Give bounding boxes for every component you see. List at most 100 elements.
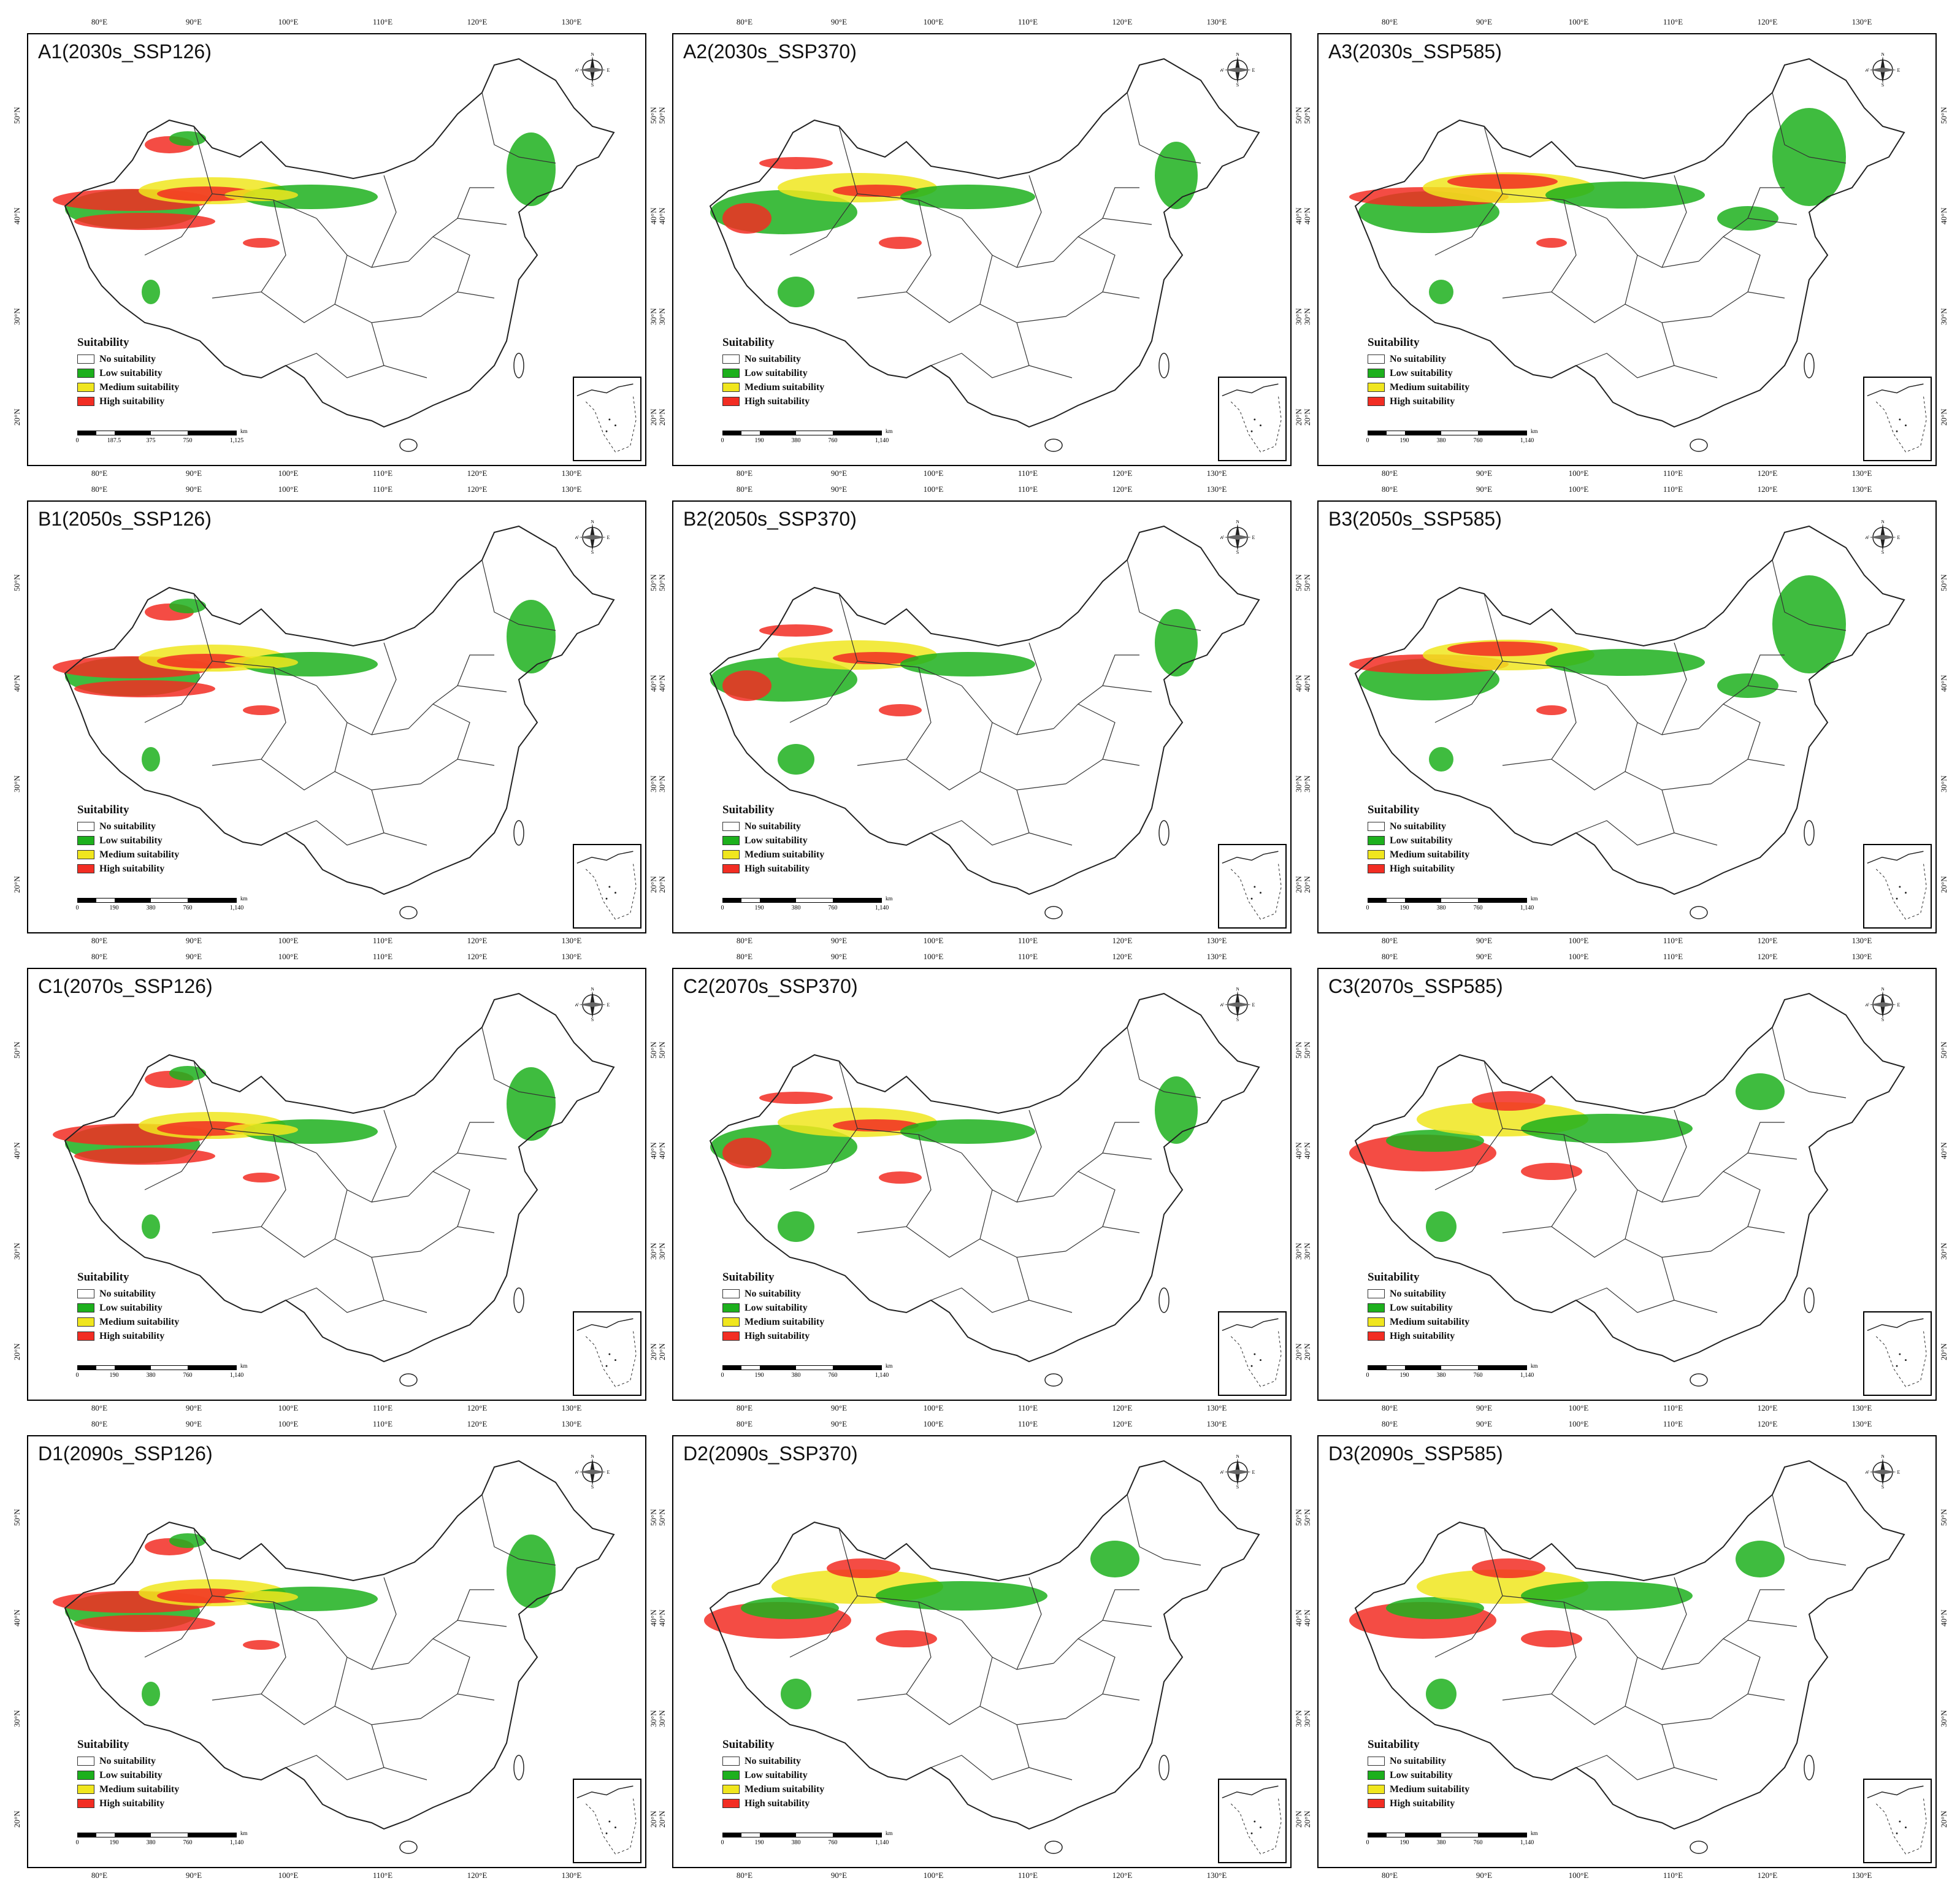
province-boundary	[1698, 685, 1797, 729]
lon-label: 80°E	[91, 952, 108, 961]
scale-bar: 0 190 380 760 1,140 km	[1366, 1363, 1576, 1384]
compass-w-label: W	[1866, 1002, 1869, 1008]
province-boundary	[1434, 126, 1503, 256]
legend-label: No suitability	[745, 353, 802, 364]
legend-swatch	[1368, 354, 1385, 364]
compass-e-label: E	[1252, 1002, 1255, 1008]
north-arrow-icon: N S E W	[575, 520, 610, 554]
lon-label: 80°E	[91, 936, 108, 945]
south-china-sea-inset	[1218, 1311, 1287, 1396]
lon-label: 120°E	[1112, 1403, 1133, 1412]
legend-label: No suitability	[1390, 821, 1447, 832]
legend: Suitability No suitability Low suitability…	[722, 336, 824, 408]
legend-item: No suitability	[722, 352, 824, 366]
province-boundary	[1016, 175, 1042, 268]
province-boundary	[1625, 1657, 1712, 1725]
scale-tick-label: 760	[1473, 1839, 1483, 1846]
scale-tick-label: 0	[75, 1372, 79, 1379]
province-boundary	[144, 1060, 213, 1190]
province-boundary	[1661, 1724, 1718, 1780]
high-suitability-area	[74, 1148, 215, 1165]
lon-label: 120°E	[1112, 1871, 1133, 1880]
lon-label: 100°E	[923, 1403, 944, 1412]
lon-labels-top: 80°E 90°E 100°E 110°E 120°E 130°E	[672, 1417, 1292, 1435]
legend-item: Medium suitability	[1368, 848, 1469, 862]
lon-label: 110°E	[1663, 17, 1683, 26]
low-suitability-area	[1155, 142, 1198, 209]
scale-tick-label: 380	[791, 437, 801, 444]
legend-swatch	[77, 383, 94, 392]
high-suitability-area	[722, 670, 771, 701]
scale-tick-label: 190	[109, 1372, 119, 1379]
province-boundary	[1606, 1152, 1699, 1203]
legend-title: Suitability	[77, 803, 129, 816]
compass-s-label: S	[591, 550, 594, 554]
lon-label: 90°E	[185, 485, 202, 494]
hainan-island	[1044, 906, 1063, 919]
lon-label: 100°E	[1568, 1403, 1589, 1412]
legend-label: Low suitability	[1390, 1769, 1453, 1780]
compass-s-label: S	[591, 82, 594, 87]
province-boundary	[432, 236, 470, 293]
province-boundary	[1434, 1528, 1503, 1658]
province-boundary	[285, 1755, 385, 1780]
low-suitability-area	[1545, 182, 1705, 209]
lon-label: 110°E	[372, 1871, 393, 1880]
lon-label: 80°E	[736, 485, 753, 494]
lon-labels-top: 80°E 90°E 100°E 110°E 120°E 130°E	[27, 1417, 646, 1435]
south-china-sea-inset	[573, 1779, 641, 1863]
lon-label: 130°E	[561, 1871, 582, 1880]
low-suitability-area	[169, 599, 206, 613]
map-panel-C3: C3(2070s_SSP585) N S E W Suitability No suitab…	[1317, 968, 1937, 1401]
legend: Suitability No suitability Low suitability…	[722, 1271, 824, 1343]
legend-label: High suitability	[745, 1798, 810, 1809]
low-suitability-area	[142, 280, 160, 304]
low-suitability-area	[1521, 1581, 1693, 1611]
province-boundary	[1127, 1494, 1201, 1566]
province-boundary	[457, 654, 494, 686]
legend-swatch	[1368, 1799, 1385, 1808]
province-boundary	[1065, 1693, 1140, 1719]
lon-label: 110°E	[372, 1419, 393, 1428]
lon-label: 90°E	[830, 952, 848, 961]
scale-unit: km	[886, 1363, 893, 1369]
legend-title: Suitability	[722, 1738, 775, 1751]
lon-label: 80°E	[736, 936, 753, 945]
compass-w-label: W	[1220, 1469, 1224, 1475]
panel-title: A2(2030s_SSP370)	[683, 40, 857, 63]
compass-s-label: S	[591, 1017, 594, 1022]
legend-item: Low suitability	[1368, 833, 1469, 848]
lon-label: 80°E	[1381, 936, 1398, 945]
legend-label: No suitability	[745, 1755, 802, 1766]
province-boundary	[857, 667, 932, 766]
legend: Suitability No suitability Low suitability…	[722, 803, 824, 876]
scale-tick-label: 1,140	[229, 1839, 244, 1846]
compass-e-label: E	[607, 1469, 610, 1475]
province-boundary	[1102, 1122, 1139, 1154]
lon-label: 80°E	[736, 17, 753, 26]
lon-labels-bottom: 80°E 90°E 100°E 110°E 120°E 130°E	[1317, 469, 1937, 487]
province-boundary	[1016, 1257, 1073, 1313]
province-boundary	[212, 667, 286, 766]
scale-bar: 0 190 380 760 1,140 km	[76, 895, 286, 916]
compass-e-label: E	[1897, 1002, 1900, 1008]
scale-tick-label: 1,140	[229, 905, 244, 911]
province-boundary	[1502, 1134, 1577, 1233]
scale-tick-label: 190	[1399, 905, 1409, 911]
compass-s-label: S	[1236, 550, 1239, 554]
lon-labels-bottom: 80°E 90°E 100°E 110°E 120°E 130°E	[672, 936, 1292, 954]
lon-label: 100°E	[278, 1419, 299, 1428]
legend-item: High suitability	[77, 862, 179, 876]
scale-tick-label: 760	[828, 1839, 838, 1846]
lon-label: 120°E	[467, 17, 488, 26]
province-boundary	[371, 175, 397, 268]
south-china-sea-inset	[573, 377, 641, 461]
lon-labels-bottom: 80°E 90°E 100°E 110°E 120°E 130°E	[1317, 1403, 1937, 1422]
legend-item: No suitability	[77, 352, 179, 366]
scale-unit: km	[1531, 1830, 1538, 1836]
high-suitability-area	[1521, 1163, 1582, 1180]
province-boundary	[1606, 1620, 1699, 1670]
low-suitability-area	[507, 1067, 556, 1141]
lon-label: 110°E	[1017, 469, 1038, 478]
medium-suitability-area	[224, 1591, 298, 1603]
